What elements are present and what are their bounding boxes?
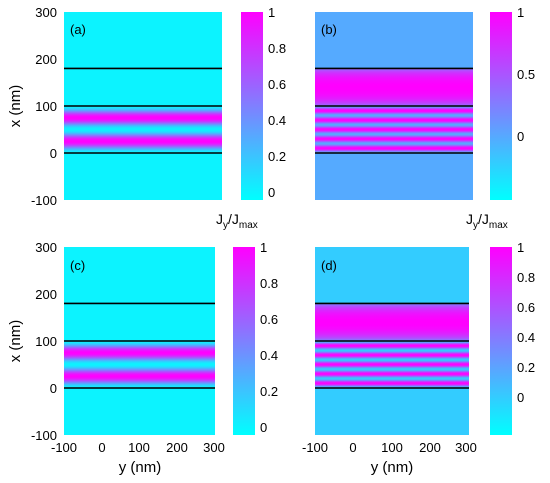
- colorbar-tick: 0.8: [260, 276, 278, 291]
- colorbar-tick: 0.6: [260, 312, 278, 327]
- x-tick-label: 300: [455, 440, 477, 455]
- colorbar-tick: 0.8: [517, 270, 535, 285]
- colorbar-tick: 0.6: [268, 77, 286, 92]
- colorbar-tick: 0.2: [517, 360, 535, 375]
- x-tick-label: 100: [128, 440, 150, 455]
- y-tick-label: 0: [50, 381, 57, 396]
- x-ticks-c: -100 0 100 200 300: [51, 440, 225, 455]
- y-tick-label: 100: [35, 99, 57, 114]
- x-tick-label: 200: [419, 440, 441, 455]
- x-axis-label-c: y (nm): [119, 459, 162, 476]
- colorbar-label-b: Jy/Jmax: [466, 211, 508, 231]
- colorbar-tick: 1: [268, 5, 275, 20]
- colorbar-tick: 0: [517, 390, 524, 405]
- panel-a: (a) 300 200 100 0 -100 x (nm) 1 0.8 0.6 …: [7, 5, 286, 231]
- colorbar-ticks-d: 1 0.8 0.6 0.4 0.2 0: [517, 240, 535, 405]
- y-tick-label: -100: [31, 428, 57, 443]
- colorbar-a: [241, 12, 263, 200]
- panel-c: (c) 300 200 100 0 -100 x (nm) -100 0 100…: [7, 240, 278, 476]
- y-ticks-a: 300 200 100 0 -100: [31, 5, 57, 208]
- colorbar-b: [490, 12, 512, 200]
- y-tick-label: 200: [35, 52, 57, 67]
- panel-label-a: (a): [70, 22, 86, 37]
- x-tick-label: 200: [166, 440, 188, 455]
- colorbar-tick: 1: [260, 240, 267, 255]
- colorbar-ticks-c: 1 0.8 0.6 0.4 0.2 0: [260, 240, 278, 435]
- y-tick-label: 0: [50, 146, 57, 161]
- x-tick-label: 0: [98, 440, 105, 455]
- x-axis-label-d: y (nm): [371, 459, 414, 476]
- colorbar-tick: 0.2: [268, 149, 286, 164]
- colorbar-tick: 0.4: [260, 348, 278, 363]
- interface-lines-b: [315, 67, 473, 154]
- colorbar-ticks-b: 1 0.5 0: [517, 5, 535, 144]
- colorbar-tick: 0.5: [517, 67, 535, 82]
- y-axis-label-c: x (nm): [7, 320, 24, 363]
- x-tick-label: 300: [203, 440, 225, 455]
- colorbar-tick: 1: [517, 240, 524, 255]
- panel-label-b: (b): [321, 22, 337, 37]
- colorbar-ticks-a: 1 0.8 0.6 0.4 0.2 0: [268, 5, 286, 200]
- y-tick-label: 300: [35, 240, 57, 255]
- colorbar-tick: 0.8: [268, 41, 286, 56]
- x-tick-label: -100: [51, 440, 77, 455]
- panel-label-c: (c): [70, 258, 85, 273]
- colorbar-tick: 0.4: [517, 330, 535, 345]
- x-tick-label: 0: [349, 440, 356, 455]
- x-tick-label: -100: [302, 440, 328, 455]
- colorbar-tick: 0: [260, 420, 267, 435]
- colorbar-tick: 0: [517, 129, 524, 144]
- y-ticks-c: 300 200 100 0 -100: [31, 240, 57, 443]
- colorbar-tick: 1: [517, 5, 524, 20]
- panel-d: (d) -100 0 100 200 300 y (nm) 1 0.8 0.6 …: [302, 240, 535, 476]
- x-tick-label: 100: [381, 440, 403, 455]
- colorbar-c: [233, 247, 255, 435]
- y-tick-label: 300: [35, 5, 57, 20]
- colorbar-tick: 0: [268, 185, 275, 200]
- colorbar-tick: 0.6: [517, 300, 535, 315]
- interface-lines-d: [315, 302, 469, 389]
- interface-lines-a: [64, 67, 222, 154]
- colorbar-d: [490, 247, 512, 435]
- y-tick-label: -100: [31, 193, 57, 208]
- panel-label-d: (d): [321, 258, 337, 273]
- x-ticks-d: -100 0 100 200 300: [302, 440, 477, 455]
- panel-b: (b) 1 0.5 0 Jy/Jmax: [315, 5, 535, 231]
- colorbar-tick: 0.4: [268, 113, 286, 128]
- y-axis-label-a: x (nm): [7, 85, 24, 128]
- y-tick-label: 100: [35, 334, 57, 349]
- interface-lines-c: [64, 302, 215, 389]
- y-tick-label: 200: [35, 287, 57, 302]
- colorbar-tick: 0.2: [260, 384, 278, 399]
- colorbar-label-a: Jy/Jmax: [216, 211, 258, 231]
